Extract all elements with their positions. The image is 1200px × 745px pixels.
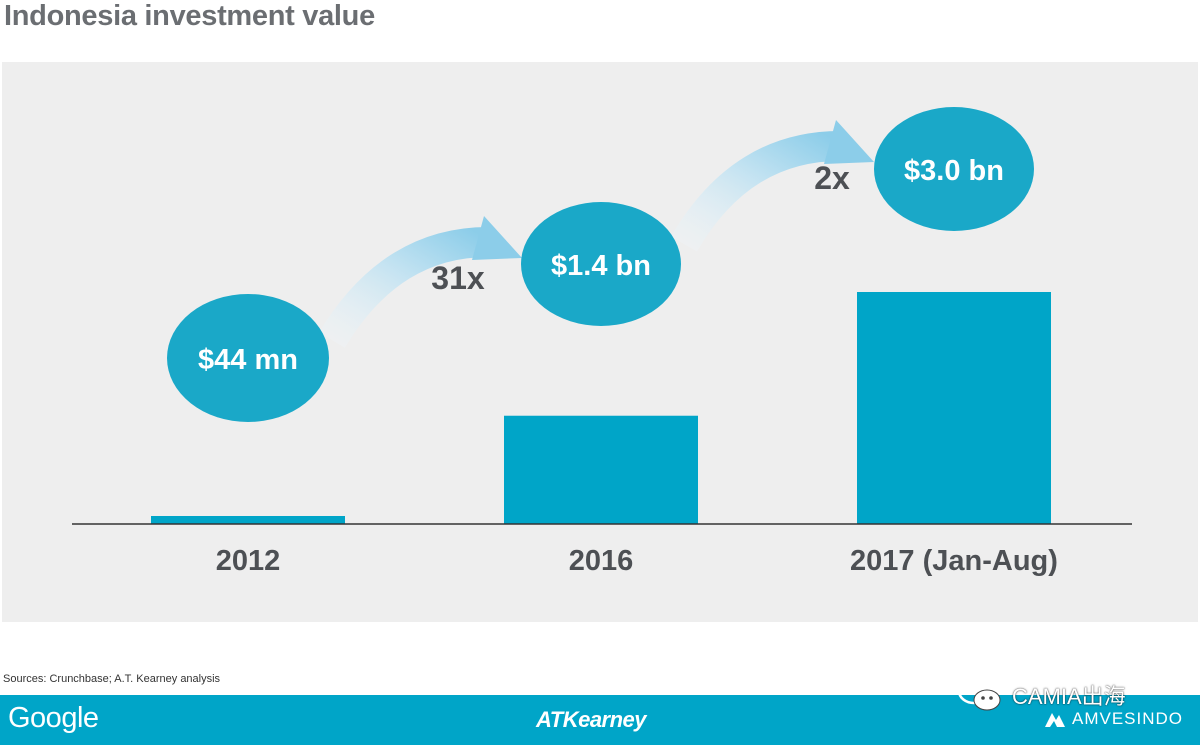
bar-2012 (151, 516, 345, 524)
source-note: Sources: Crunchbase; A.T. Kearney analys… (3, 673, 221, 685)
watermark-text: CAMIA出海 (1012, 684, 1126, 709)
value-bubble-1 (167, 294, 329, 422)
atkearney-logo: ATKearney (536, 707, 647, 732)
chart-panel: 2012 2016 2017 (Jan-Aug) $44 mn $1.4 bn $3.0… (2, 62, 1198, 622)
x-tick-label: 2016 (569, 545, 634, 577)
value-bubble-3 (874, 107, 1034, 231)
x-tick-label: 2012 (216, 545, 281, 577)
growth-arrow-2 (671, 130, 845, 252)
data-label: $3.0 bn (904, 155, 1004, 187)
page-title: Indonesia investment value (4, 0, 375, 32)
growth-label: 31x (431, 260, 485, 296)
bar-chart: 2012 2016 2017 (Jan-Aug) $44 mn $1.4 bn $3.0… (72, 107, 1132, 577)
growth-arrowhead-1 (472, 216, 522, 260)
data-label: $1.4 bn (551, 250, 651, 282)
amvesindo-logo: AMVESINDO (1044, 709, 1183, 729)
amvesindo-text: AMVESINDO (1072, 709, 1184, 728)
wechat-icon (957, 677, 1001, 711)
bar-2017-jan-aug- (857, 292, 1051, 524)
x-tick-label: 2017 (Jan-Aug) (850, 545, 1058, 577)
growth-label: 2x (814, 160, 850, 196)
google-logo: Google (8, 702, 99, 734)
growth-arrow-1 (319, 226, 493, 348)
growth-arrowhead-2 (824, 120, 874, 164)
footer-bar: Google ATKearney AMVESINDO (0, 695, 1200, 745)
watermark: CAMIA出海 (956, 676, 1126, 714)
value-bubble-2 (521, 202, 681, 326)
amvesindo-mark-icon (1045, 713, 1065, 727)
data-label: $44 mn (198, 344, 298, 376)
bar-2016 (504, 415, 698, 524)
